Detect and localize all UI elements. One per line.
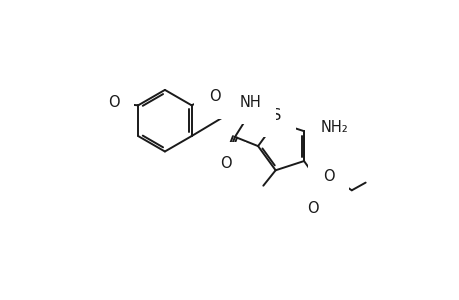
Text: O: O bbox=[208, 89, 220, 104]
Text: NH₂: NH₂ bbox=[319, 120, 347, 135]
Text: O: O bbox=[219, 156, 231, 171]
Text: O: O bbox=[322, 169, 334, 184]
Text: O: O bbox=[306, 201, 318, 216]
Text: NH: NH bbox=[239, 95, 261, 110]
Text: S: S bbox=[271, 107, 280, 122]
Text: O: O bbox=[107, 95, 119, 110]
